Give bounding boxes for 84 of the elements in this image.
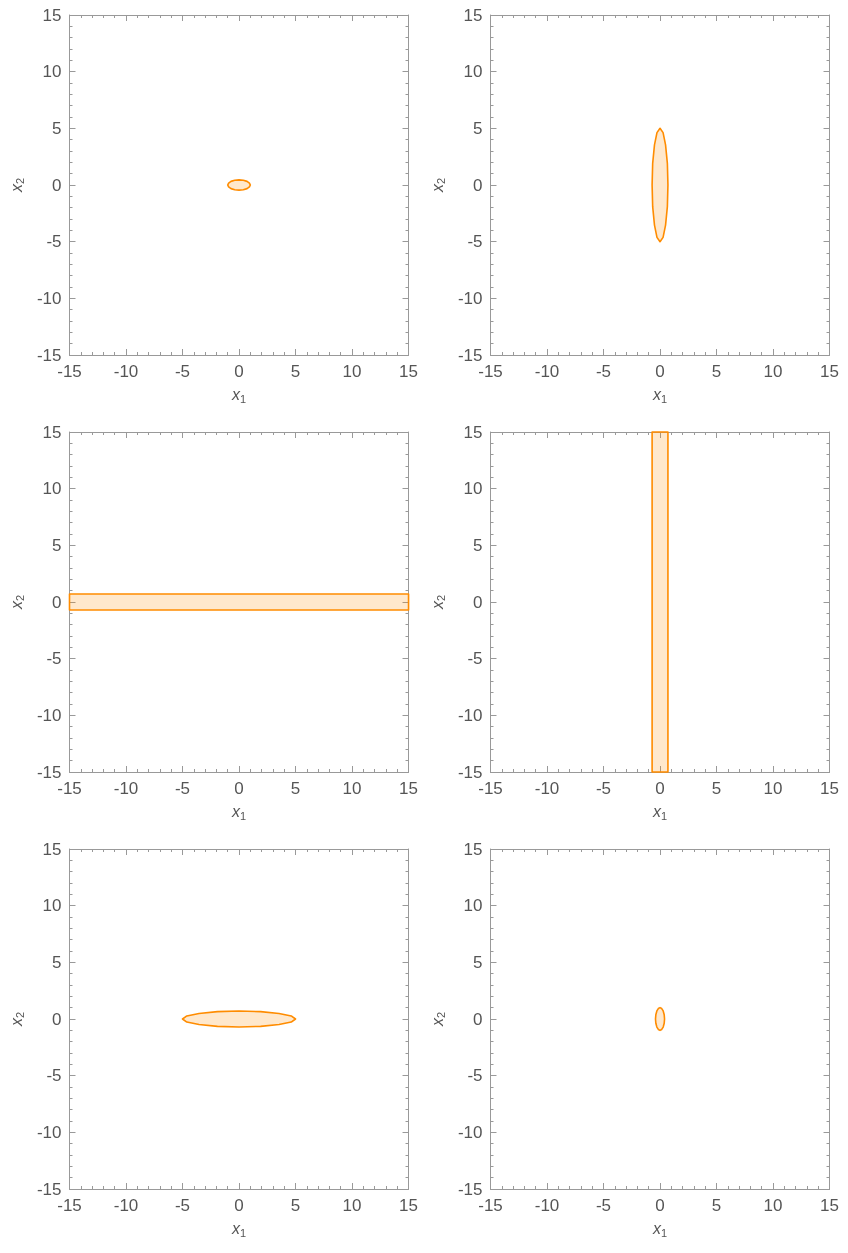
y-tick-label: 0 bbox=[52, 592, 62, 612]
y-tick-label: 5 bbox=[473, 952, 483, 972]
x-tick-label: 0 bbox=[655, 1196, 665, 1215]
x-tick-label: 15 bbox=[820, 362, 840, 381]
y-tick-label: -10 bbox=[36, 705, 62, 725]
y-tick-label: 10 bbox=[42, 479, 62, 499]
y-axis-title: x2 bbox=[7, 1011, 26, 1028]
x-tick-label: 10 bbox=[342, 779, 362, 798]
x-tick-label: 10 bbox=[342, 1196, 362, 1215]
x-tick-label: -10 bbox=[113, 779, 139, 798]
y-tick-label: 0 bbox=[473, 1009, 483, 1029]
y-tick-label: -15 bbox=[457, 762, 483, 782]
x-tick-label: -5 bbox=[595, 779, 612, 798]
x-tick-label: -5 bbox=[174, 362, 191, 381]
y-axis-title: x2 bbox=[428, 177, 447, 194]
y-tick-label: -5 bbox=[467, 1066, 483, 1086]
x-tick-label: 15 bbox=[820, 1196, 840, 1215]
y-tick-label: -15 bbox=[457, 1179, 483, 1199]
x-tick-label: -10 bbox=[113, 1196, 139, 1215]
y-tick-label: 15 bbox=[42, 839, 62, 859]
x-tick-label: 15 bbox=[399, 1196, 419, 1215]
x-tick-label: 0 bbox=[655, 362, 665, 381]
y-tick-label: -10 bbox=[457, 288, 483, 308]
y-tick-label: 15 bbox=[463, 422, 483, 442]
y-tick-label: 5 bbox=[473, 535, 483, 555]
y-tick-label: -15 bbox=[36, 345, 62, 365]
x-tick-label: 5 bbox=[711, 362, 722, 381]
x-tick-label: -10 bbox=[113, 362, 139, 381]
y-tick-label: 5 bbox=[52, 535, 62, 555]
y-tick-label: -15 bbox=[36, 1179, 62, 1199]
y-axis-title: x2 bbox=[428, 594, 447, 611]
y-tick-label: 15 bbox=[463, 839, 483, 859]
y-axis-title: x2 bbox=[7, 594, 26, 611]
x-tick-label: -10 bbox=[534, 362, 560, 381]
x-tick-label: 5 bbox=[290, 1196, 301, 1215]
x-tick-label: 5 bbox=[290, 362, 301, 381]
y-tick-label: 15 bbox=[42, 422, 62, 442]
x-tick-label: 15 bbox=[399, 362, 419, 381]
y-tick-label: -10 bbox=[457, 705, 483, 725]
y-tick-label: 0 bbox=[473, 592, 483, 612]
x-tick-label: 5 bbox=[711, 779, 722, 798]
y-tick-label: -5 bbox=[46, 1066, 62, 1086]
x-tick-label: 5 bbox=[290, 779, 301, 798]
y-tick-label: 0 bbox=[52, 175, 62, 195]
y-axis-title: x2 bbox=[428, 1011, 447, 1028]
x-tick-label: 10 bbox=[342, 362, 362, 381]
y-tick-label: -10 bbox=[457, 1122, 483, 1142]
y-tick-label: 10 bbox=[463, 896, 483, 916]
y-tick-label: -10 bbox=[36, 1122, 62, 1142]
y-tick-label: 0 bbox=[473, 175, 483, 195]
y-tick-label: 0 bbox=[52, 1009, 62, 1029]
y-tick-label: 10 bbox=[42, 896, 62, 916]
x-tick-label: 0 bbox=[655, 779, 665, 798]
y-tick-label: 15 bbox=[463, 5, 483, 25]
x-tick-label: -10 bbox=[534, 779, 560, 798]
y-tick-label: -5 bbox=[467, 649, 483, 669]
y-tick-label: -5 bbox=[46, 232, 62, 252]
y-tick-label: -15 bbox=[36, 762, 62, 782]
x-tick-label: 10 bbox=[763, 779, 783, 798]
y-axis-title: x2 bbox=[7, 177, 26, 194]
y-tick-label: 5 bbox=[52, 118, 62, 138]
y-tick-label: 10 bbox=[463, 479, 483, 499]
x-tick-label: 0 bbox=[234, 362, 244, 381]
x-tick-label: -5 bbox=[595, 362, 612, 381]
x-tick-label: 10 bbox=[763, 1196, 783, 1215]
x-tick-label: 15 bbox=[399, 779, 419, 798]
x-tick-label: -10 bbox=[534, 1196, 560, 1215]
y-tick-label: 5 bbox=[52, 952, 62, 972]
x-tick-label: -5 bbox=[595, 1196, 612, 1215]
y-tick-label: 15 bbox=[42, 5, 62, 25]
y-tick-label: 5 bbox=[473, 118, 483, 138]
x-tick-label: 15 bbox=[820, 779, 840, 798]
y-tick-label: -5 bbox=[46, 649, 62, 669]
x-tick-label: -5 bbox=[174, 779, 191, 798]
y-tick-label: -15 bbox=[457, 345, 483, 365]
y-tick-label: -10 bbox=[36, 288, 62, 308]
y-tick-label: 10 bbox=[42, 62, 62, 82]
y-tick-label: -5 bbox=[467, 232, 483, 252]
x-tick-label: 0 bbox=[234, 1196, 244, 1215]
x-tick-label: 10 bbox=[763, 362, 783, 381]
x-tick-label: 5 bbox=[711, 1196, 722, 1215]
x-tick-label: -5 bbox=[174, 1196, 191, 1215]
x-tick-label: 0 bbox=[234, 779, 244, 798]
y-tick-label: 10 bbox=[463, 62, 483, 82]
